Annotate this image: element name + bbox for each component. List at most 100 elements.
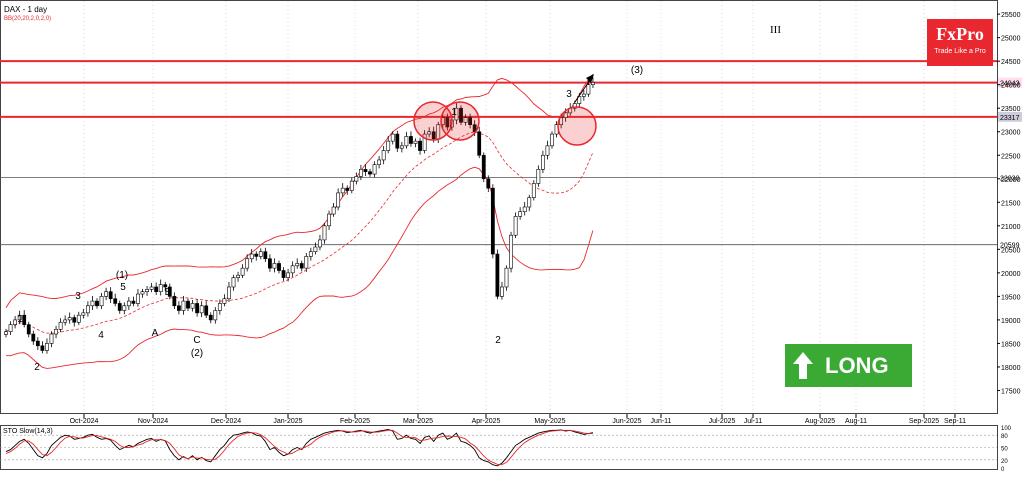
candle-body xyxy=(186,300,190,309)
wave-label: B xyxy=(165,287,172,298)
candle-body xyxy=(308,251,313,257)
candle-body xyxy=(204,305,209,316)
bollinger-middle xyxy=(5,131,594,334)
wave-label: 1 xyxy=(17,314,23,325)
x-tick-label: May-2025 xyxy=(534,418,565,425)
candle-body xyxy=(131,300,136,304)
candle-body xyxy=(331,206,336,215)
y-tick-label: 23000 xyxy=(1001,130,1021,137)
candle-body xyxy=(245,258,250,269)
candle-body xyxy=(481,154,486,180)
candle-body xyxy=(217,303,222,311)
candle-body xyxy=(381,150,386,161)
candle-body xyxy=(418,140,422,151)
y-tick-label: 24000 xyxy=(1001,83,1021,90)
brand-name: FxPro xyxy=(936,24,984,44)
candle-body xyxy=(290,265,295,274)
x-tick-label: Feb-2025 xyxy=(340,418,370,425)
y-tick-label: 20500 xyxy=(1001,247,1021,254)
candle-body xyxy=(409,136,413,144)
y-tick-label: 24500 xyxy=(1001,59,1021,66)
candle-body xyxy=(145,289,149,292)
highlight-circle xyxy=(413,101,453,141)
x-tick-label: Jul-11 xyxy=(744,418,763,425)
candle-body xyxy=(104,291,109,297)
candle-body xyxy=(340,187,345,194)
stoch-tick-label: 20 xyxy=(1001,459,1008,465)
stoch-tick-label: 80 xyxy=(1001,434,1008,440)
candle-body xyxy=(272,263,277,269)
x-tick-label: Mar-2025 xyxy=(403,418,433,425)
y-tick-label: 18500 xyxy=(1001,341,1021,348)
candle-body xyxy=(258,251,263,257)
candle-body xyxy=(349,180,354,191)
candle-body xyxy=(254,253,259,257)
wave-label: 2 xyxy=(34,362,40,373)
candle-body xyxy=(31,333,36,342)
price-level-tag-bg xyxy=(998,239,1022,250)
y-tick-label: 17500 xyxy=(1001,388,1021,395)
candle-body xyxy=(504,267,509,288)
long-label: LONG xyxy=(825,353,889,378)
candle-body xyxy=(54,329,58,335)
bollinger-lower xyxy=(6,166,594,369)
y-tick-label: 21500 xyxy=(1001,200,1021,207)
candle-body xyxy=(35,340,40,347)
candle-body xyxy=(336,192,341,208)
projection-arrow-head xyxy=(586,74,594,83)
candle-body xyxy=(172,296,177,307)
candle-body xyxy=(368,171,372,175)
candle-body xyxy=(495,253,500,297)
stoch-label: STO Slow(14,3) xyxy=(3,428,53,435)
candle-body xyxy=(154,286,159,292)
candle-body xyxy=(99,296,104,307)
price-level-tag-bg xyxy=(998,111,1022,122)
candle-body xyxy=(431,131,436,140)
candle-body xyxy=(572,103,577,109)
candle-body xyxy=(8,324,13,332)
candle-body xyxy=(531,183,536,198)
candle-body xyxy=(545,145,550,156)
candle-body xyxy=(581,93,586,97)
candle-body xyxy=(40,345,45,351)
candle-body xyxy=(459,107,463,123)
y-tick-label: 22000 xyxy=(1001,177,1021,184)
candle-body xyxy=(63,319,68,323)
candle-body xyxy=(313,246,318,252)
candle-body xyxy=(267,258,272,269)
wave-label: 2 xyxy=(495,335,501,346)
candle-body xyxy=(522,206,527,213)
wave-label: (2) xyxy=(191,348,203,359)
wave-label: A xyxy=(152,328,159,339)
candle-body xyxy=(445,117,450,128)
wave-label: (1) xyxy=(116,270,128,281)
candle-body xyxy=(263,251,268,260)
long-badge: LONG xyxy=(785,344,912,387)
candle-body xyxy=(26,324,31,335)
candle-body xyxy=(563,112,568,118)
candle-body xyxy=(126,300,131,307)
candle-body xyxy=(22,314,27,325)
y-tick-label: 20000 xyxy=(1001,271,1021,278)
candle-body xyxy=(527,197,532,208)
price-level-tag: 24043 xyxy=(1000,81,1020,88)
candle-body xyxy=(163,284,168,288)
y-tick-label: 19000 xyxy=(1001,318,1021,325)
candle-body xyxy=(536,169,541,184)
candle-body xyxy=(195,303,200,314)
candle-body xyxy=(249,253,254,260)
bollinger-upper xyxy=(5,74,594,308)
candle-body xyxy=(404,136,409,147)
y-tick-label: 25000 xyxy=(1001,36,1021,43)
candle-body xyxy=(299,263,304,269)
candle-body xyxy=(550,133,554,147)
projection-arrow-line xyxy=(574,79,591,103)
candle-body xyxy=(513,216,518,236)
candle-body xyxy=(67,317,72,321)
candle-body xyxy=(72,317,77,323)
candle-body xyxy=(95,300,99,307)
candle-body xyxy=(58,321,63,330)
candle-body xyxy=(277,263,281,271)
price-level-tag: 22030 xyxy=(1000,175,1020,182)
